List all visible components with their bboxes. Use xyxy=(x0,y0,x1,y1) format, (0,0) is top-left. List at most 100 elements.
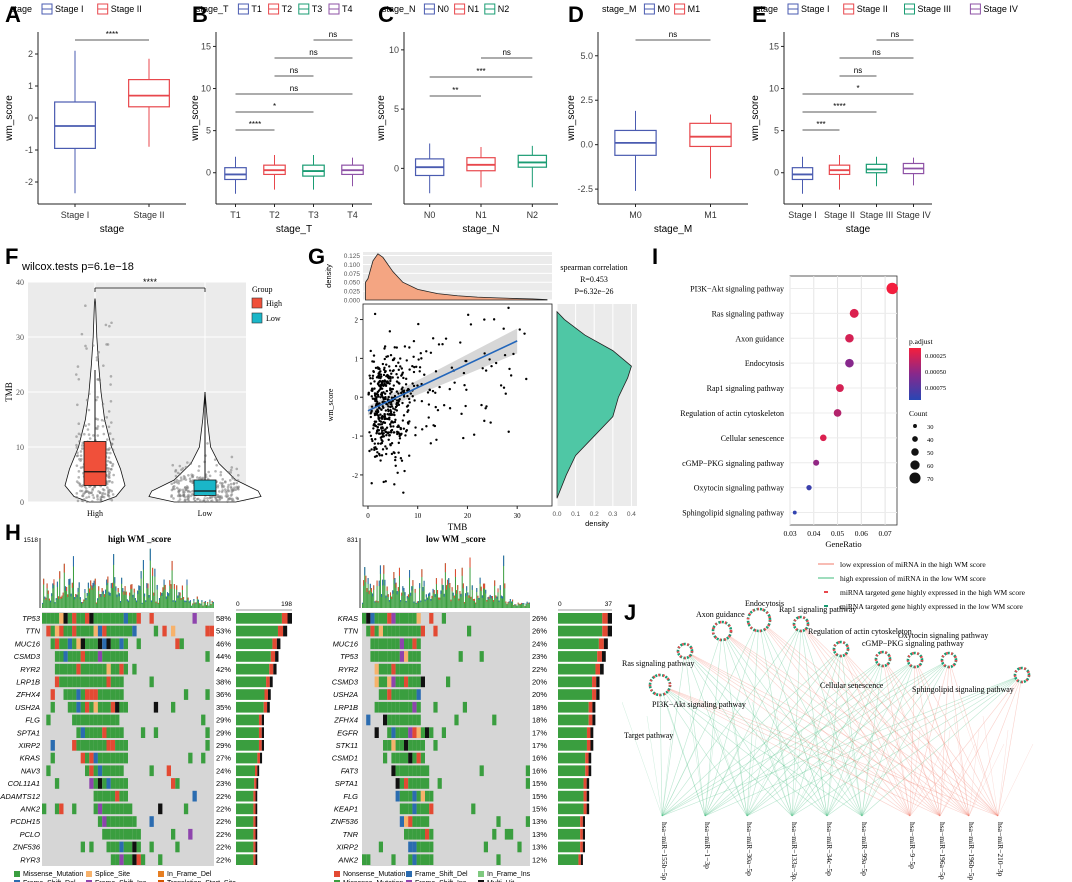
gene-bar-segment xyxy=(255,790,258,802)
top-bar xyxy=(411,586,413,608)
scatter-point xyxy=(389,400,393,404)
top-bar xyxy=(128,600,130,608)
top-bar xyxy=(126,599,128,608)
top-bar xyxy=(54,602,56,608)
gene-bar-segment xyxy=(582,841,585,853)
top-bar xyxy=(499,585,501,608)
x-tick-label: Stage I xyxy=(788,210,817,220)
y-axis-label: wm_score xyxy=(750,95,761,142)
top-bar xyxy=(210,604,212,608)
gene-label: KRAS xyxy=(20,754,40,763)
scatter-point xyxy=(409,392,413,395)
top-bar-segment xyxy=(364,567,366,576)
top-bar xyxy=(490,595,492,608)
x-tick-label: Stage II xyxy=(133,210,164,220)
legend-key xyxy=(158,880,164,882)
gene-bar xyxy=(558,740,587,751)
top-bar xyxy=(46,583,48,608)
top-bar-segment xyxy=(376,580,378,587)
scatter-point xyxy=(398,437,402,440)
mutation-cell xyxy=(89,663,94,675)
scatter-point xyxy=(380,429,384,433)
top-bar-segment xyxy=(94,578,96,585)
mutation-cell xyxy=(408,803,413,815)
panel-label-a: A xyxy=(5,2,21,27)
top-bar-segment xyxy=(385,595,387,599)
gene-bar xyxy=(558,613,603,624)
top-bar xyxy=(409,570,411,608)
correlation-annotation: P=6.32e−26 xyxy=(574,287,613,296)
edge xyxy=(661,743,698,817)
mutation-cell xyxy=(123,841,128,853)
scatter-point xyxy=(444,337,448,340)
top-bar xyxy=(181,585,183,608)
mutation-cell xyxy=(97,790,103,802)
edge xyxy=(826,658,884,817)
edge xyxy=(659,684,663,817)
jitter-point xyxy=(75,492,79,495)
top-bar xyxy=(414,588,416,608)
edge xyxy=(821,701,863,817)
legend-label: High xyxy=(266,299,282,308)
scatter-point xyxy=(380,382,384,385)
jitter-point xyxy=(88,485,91,489)
top-bar xyxy=(488,596,490,608)
legend-count-dot xyxy=(909,472,921,484)
top-bar xyxy=(470,596,472,608)
top-bar xyxy=(458,598,460,608)
jitter-point xyxy=(202,500,206,503)
jitter-point xyxy=(184,498,187,502)
jitter-point xyxy=(88,437,92,440)
scatter-point xyxy=(382,429,386,432)
mutation-cell xyxy=(395,651,400,662)
scatter-point xyxy=(382,373,386,377)
scatter-point xyxy=(466,313,470,317)
fit-line xyxy=(367,340,518,412)
mutation-cell xyxy=(67,663,73,675)
jitter-point xyxy=(214,469,217,473)
edge xyxy=(909,729,921,817)
top-bar xyxy=(425,594,427,608)
jitter-point xyxy=(107,467,111,470)
mutation-cell xyxy=(123,638,128,650)
jitter-point xyxy=(201,476,205,480)
gene-bar-segment xyxy=(259,752,263,764)
mutation-cell xyxy=(404,803,409,815)
mutation-cell xyxy=(408,816,413,827)
jitter-point xyxy=(76,451,79,454)
scatter-point xyxy=(387,395,390,399)
top-bar-segment xyxy=(391,596,393,599)
gene-label: NAV3 xyxy=(21,766,41,775)
mutation-cell xyxy=(404,689,409,700)
legend-count-dot xyxy=(913,424,917,428)
mutation-cell xyxy=(408,638,413,650)
jitter-point xyxy=(237,485,241,489)
edge xyxy=(957,701,999,817)
top-bar-segment xyxy=(116,594,118,598)
edge xyxy=(758,619,970,817)
top-bar xyxy=(163,579,165,608)
top-bar xyxy=(63,563,65,608)
gene-bar xyxy=(558,765,586,777)
top-bar-segment xyxy=(153,592,155,596)
top-bar-segment xyxy=(402,586,404,591)
gene-bar-segment xyxy=(592,676,597,688)
top-bar xyxy=(58,596,60,608)
edge xyxy=(704,729,716,817)
comparison-label: ns xyxy=(309,48,317,57)
top-bar xyxy=(495,595,497,608)
scatter-point xyxy=(384,480,387,483)
jitter-point xyxy=(84,489,88,493)
gene-pct: 38% xyxy=(216,678,231,687)
top-bar xyxy=(498,600,500,608)
scatter-point xyxy=(389,377,392,380)
jitter-point xyxy=(177,492,181,496)
top-bar xyxy=(504,583,506,608)
top-bar-segment xyxy=(459,591,461,595)
mutation-cell xyxy=(93,701,98,713)
mutation-cell xyxy=(479,765,484,777)
x-axis-label: stage xyxy=(846,224,871,235)
jitter-point xyxy=(87,423,91,426)
top-bar-segment xyxy=(521,602,523,604)
scatter-point xyxy=(518,328,521,331)
